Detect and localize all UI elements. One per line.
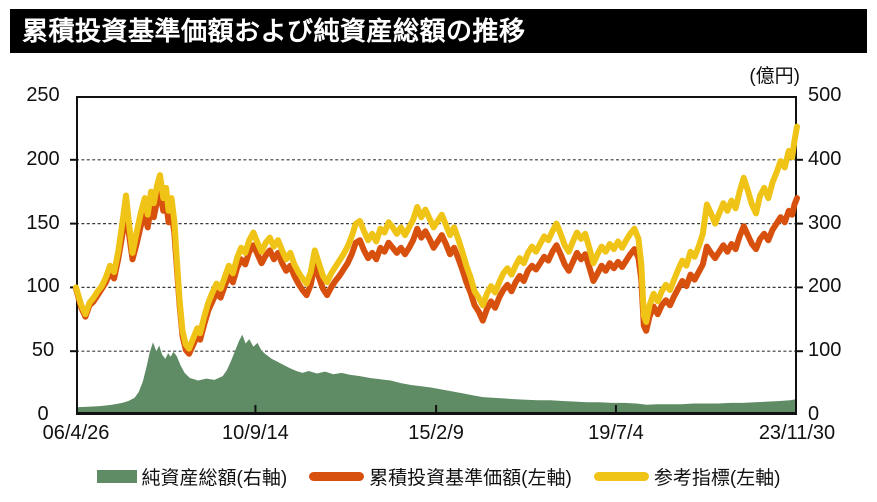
y-axis-left-tick-label: 100	[26, 275, 60, 298]
y-axis-left-tick-label: 250	[26, 84, 60, 106]
y-axis-right-tick-label: 500	[808, 84, 842, 106]
x-axis-tick-label: 23/11/30	[758, 422, 836, 444]
nav-line-swatch-icon	[309, 472, 365, 481]
x-axis-tick-label: 06/4/26	[42, 422, 110, 444]
legend-label-nav: 累積投資基準価額(左軸)	[369, 468, 572, 489]
chart-legend: 純資産総額(右軸) 累積投資基準価額(左軸) 参考指標(左軸)	[0, 463, 877, 490]
reference-index-line-swatch-icon	[593, 472, 649, 481]
legend-label-reference-index: 参考指標(左軸)	[653, 468, 781, 489]
x-axis-tick-label: 15/2/9	[408, 422, 464, 444]
y-axis-right-tick-label: 200	[808, 275, 842, 298]
y-axis-right-tick-label: 300	[808, 211, 842, 234]
right-axis-unit-label: (億円)	[749, 66, 800, 87]
legend-item-reference-index: 参考指標(左軸)	[593, 463, 781, 490]
net-assets-area-swatch-icon	[96, 470, 137, 483]
chart-region: (億円) 0 50 100 150 200 250 0 100 200 300 400 500 06…	[0, 53, 877, 453]
y-axis-left-tick-label: 50	[31, 339, 55, 362]
y-axis-left-tick-label: 0	[37, 403, 49, 425]
x-axis-tick-label: 19/7/4	[588, 422, 644, 444]
legend-item-nav: 累積投資基準価額(左軸)	[309, 463, 572, 490]
page-title: 累積投資基準価額および純資産総額の推移	[22, 16, 526, 46]
x-axis-tick-label: 10/9/14	[222, 422, 289, 444]
legend-item-net-assets: 純資産総額(右軸)	[96, 463, 288, 490]
y-axis-right-tick-label: 400	[808, 147, 842, 170]
legend-label-net-assets: 純資産総額(右軸)	[141, 468, 288, 489]
y-axis-left-tick-label: 200	[26, 147, 60, 170]
y-axis-left-tick-label: 150	[26, 211, 60, 234]
y-axis-right-tick-label: 0	[808, 403, 820, 425]
y-axis-right-tick-label: 100	[808, 339, 842, 362]
title-bar: 累積投資基準価額および純資産総額の推移	[10, 9, 867, 53]
plot-svg	[70, 96, 803, 415]
